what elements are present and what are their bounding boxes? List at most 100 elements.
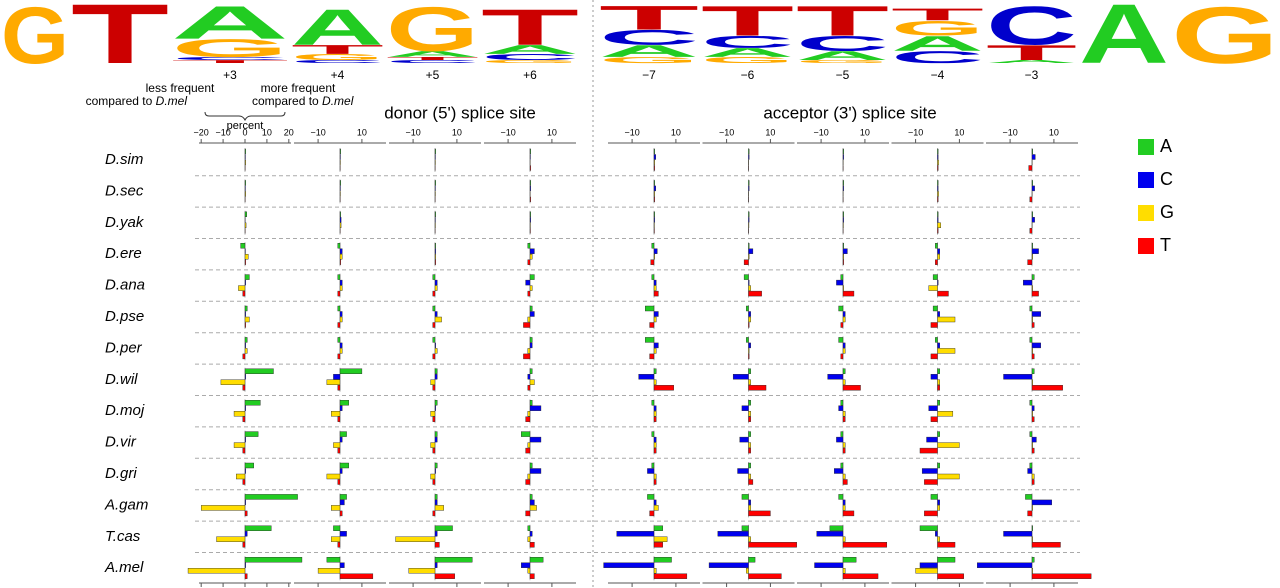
- bar: [1031, 242, 1033, 249]
- species-label: D.sec: [105, 182, 144, 199]
- bar: [529, 405, 542, 411]
- position-label: −7: [642, 68, 656, 82]
- bar: [842, 242, 844, 249]
- bar: [937, 505, 940, 511]
- bar: [842, 411, 846, 417]
- bar: [317, 568, 341, 574]
- bar: [1031, 342, 1041, 349]
- bar: [746, 305, 749, 312]
- bar: [653, 568, 657, 574]
- bar: [842, 368, 846, 374]
- bar: [529, 311, 535, 317]
- bar: [653, 165, 655, 171]
- position-label: +3: [223, 68, 237, 82]
- bar: [937, 431, 940, 437]
- bar: [434, 431, 438, 437]
- bar: [525, 510, 531, 517]
- bar: [653, 447, 657, 454]
- bar: [244, 368, 274, 374]
- legend-label: A: [1160, 136, 1172, 156]
- logo-letter: G: [599, 55, 699, 64]
- bar: [1031, 348, 1033, 354]
- bar: [748, 285, 751, 291]
- bar: [919, 525, 938, 531]
- bar: [430, 473, 436, 480]
- bar: [339, 562, 345, 568]
- bar: [842, 248, 848, 254]
- bar: [244, 400, 261, 406]
- bar: [937, 542, 956, 548]
- logo-letter: C: [386, 59, 479, 64]
- bar: [434, 279, 438, 286]
- bar: [653, 542, 663, 548]
- bar: [339, 368, 363, 374]
- bar: [748, 557, 756, 563]
- bar: [242, 542, 246, 548]
- bar: [937, 316, 956, 323]
- bar: [1031, 211, 1033, 218]
- logo-letter: G: [171, 34, 289, 62]
- bar: [1031, 217, 1035, 223]
- bar: [244, 322, 246, 328]
- bar: [244, 274, 250, 280]
- bar: [653, 253, 655, 260]
- bar: [977, 562, 1033, 568]
- bar: [842, 447, 846, 454]
- bar: [842, 473, 846, 480]
- bar: [732, 374, 749, 380]
- bar: [529, 185, 531, 192]
- bar: [748, 180, 750, 186]
- bar: [748, 400, 751, 406]
- legend-label: G: [1160, 202, 1174, 222]
- bar: [653, 316, 657, 323]
- bar: [1031, 368, 1035, 374]
- species-label: D.sim: [105, 151, 143, 168]
- bar: [244, 180, 246, 186]
- bar: [434, 557, 473, 563]
- annotation: less frequent: [146, 81, 215, 95]
- bar: [337, 274, 341, 280]
- logo-letter: A: [386, 49, 479, 58]
- species-label: A.mel: [104, 559, 144, 576]
- bar: [748, 316, 751, 323]
- bar: [932, 305, 938, 312]
- bar: [937, 217, 939, 223]
- logo-letter: A: [291, 0, 384, 56]
- bar: [432, 305, 436, 312]
- species-label: D.vir: [105, 434, 137, 451]
- bar: [653, 185, 656, 192]
- logo-letter: T: [71, 0, 169, 81]
- bar: [842, 342, 846, 349]
- bar: [1027, 468, 1033, 474]
- bar: [653, 290, 659, 297]
- bar: [529, 505, 537, 511]
- legend-label: T: [1160, 235, 1171, 255]
- tick-label: 10: [765, 127, 775, 137]
- bar: [434, 342, 436, 349]
- bar: [434, 374, 438, 380]
- tick-label: 10: [452, 127, 462, 137]
- position-label: +6: [523, 68, 537, 82]
- species-label: D.ere: [105, 245, 142, 262]
- bar: [836, 279, 844, 286]
- bar: [651, 242, 655, 249]
- tick-label: 10: [357, 127, 367, 137]
- bar: [647, 468, 655, 474]
- bar: [244, 374, 246, 380]
- bar: [653, 573, 688, 579]
- logo-letter: A: [1079, 0, 1169, 81]
- logo-letter: A: [701, 45, 794, 59]
- bar: [339, 253, 343, 260]
- bar: [337, 542, 341, 548]
- bar: [434, 462, 438, 469]
- bar: [434, 562, 438, 568]
- bar: [840, 353, 844, 360]
- bar: [339, 311, 343, 317]
- bar: [935, 531, 938, 537]
- bar: [527, 316, 531, 323]
- bar: [741, 494, 749, 500]
- legend-swatch: [1138, 172, 1154, 188]
- brace: [204, 111, 286, 122]
- bar: [919, 447, 938, 454]
- bar: [242, 353, 246, 360]
